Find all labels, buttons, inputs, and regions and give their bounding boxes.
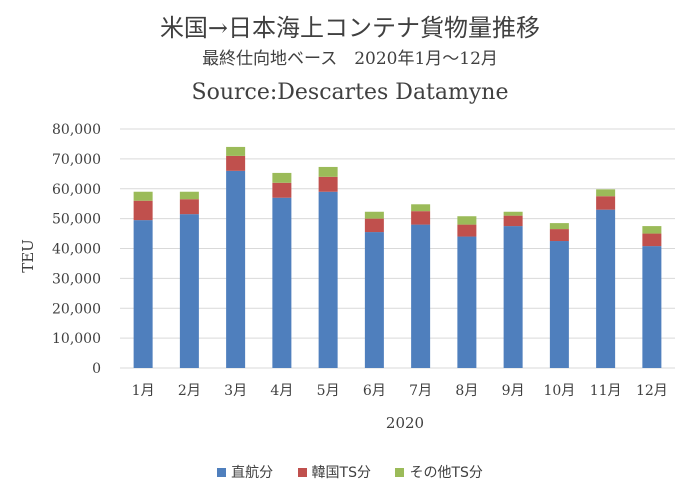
legend-item-other-ts: その他TS分 xyxy=(395,462,483,482)
y-axis-label: TEU xyxy=(19,239,37,273)
bar-segment-2 xyxy=(272,172,292,183)
y-tick-label: 10,000 xyxy=(52,331,101,347)
y-tick-label: 80,000 xyxy=(52,122,101,138)
bar-segment-2 xyxy=(596,189,616,197)
x-axis-label: 2020 xyxy=(386,414,424,432)
y-tick-label: 50,000 xyxy=(52,212,101,228)
bar-segment-1 xyxy=(457,224,477,237)
y-tick-labels: 0 10,000 20,000 30,000 40,000 50,000 60,000 70,… xyxy=(52,122,101,377)
x-tick-labels: 1月 2月 3月 4月 5月 6月 7月 8月 9月 10月 11月 12月 xyxy=(132,383,668,399)
bar-segment-1 xyxy=(133,200,153,221)
y-tick-label: 20,000 xyxy=(52,301,101,317)
bar-segment-1 xyxy=(179,199,199,215)
bar-segment-0 xyxy=(642,246,662,368)
y-tick-label: 70,000 xyxy=(52,152,101,168)
legend-swatch-korea-ts xyxy=(297,468,307,477)
x-tick-label: 1月 xyxy=(132,383,155,399)
y-tick-label: 40,000 xyxy=(52,242,101,258)
bar-segment-0 xyxy=(364,232,384,368)
x-tick-label: 4月 xyxy=(270,383,293,399)
y-tick-label: 0 xyxy=(92,361,101,377)
bar-segment-0 xyxy=(549,241,569,368)
y-tick-label: 30,000 xyxy=(52,271,101,287)
legend-item-korea-ts: 韓国TS分 xyxy=(297,462,371,482)
bar-segment-0 xyxy=(133,220,153,368)
x-tick-label: 6月 xyxy=(363,383,386,399)
legend-item-direct: 直航分 xyxy=(217,462,273,482)
legend-swatch-direct xyxy=(217,468,227,477)
bar-segment-1 xyxy=(596,196,616,210)
bars xyxy=(133,146,662,368)
bar-segment-2 xyxy=(411,204,431,212)
bar-segment-0 xyxy=(272,197,292,368)
bar-segment-1 xyxy=(503,215,523,227)
chart-title: 米国→日本海上コンテナ貨物量推移 xyxy=(159,14,541,42)
bar-segment-1 xyxy=(411,211,431,225)
bar-segment-1 xyxy=(364,218,384,233)
chart-source: Source:Descartes Datamyne xyxy=(191,80,509,105)
legend-label-korea-ts: 韓国TS分 xyxy=(311,465,371,481)
gridlines xyxy=(120,128,675,369)
bar-segment-1 xyxy=(226,155,246,171)
bar-segment-2 xyxy=(133,191,153,201)
x-tick-label: 8月 xyxy=(455,383,478,399)
bar-segment-1 xyxy=(642,233,662,247)
x-tick-label: 2月 xyxy=(178,383,201,399)
x-tick-label: 10月 xyxy=(543,383,575,399)
bar-segment-2 xyxy=(179,191,199,200)
bar-segment-0 xyxy=(457,236,477,368)
x-tick-label: 9月 xyxy=(502,383,525,399)
bar-segment-2 xyxy=(457,216,477,225)
legend-swatch-other-ts xyxy=(395,468,405,477)
bar-segment-0 xyxy=(179,214,199,368)
x-tick-label: 3月 xyxy=(224,383,247,399)
bar-segment-2 xyxy=(642,226,662,234)
y-tick-label: 60,000 xyxy=(52,182,101,198)
legend: 直航分 韓国TS分 その他TS分 xyxy=(0,462,700,482)
bar-segment-0 xyxy=(318,191,338,368)
bar-segment-1 xyxy=(272,182,292,198)
bar-segment-2 xyxy=(364,211,384,219)
x-tick-label: 7月 xyxy=(409,383,432,399)
chart-subtitle: 最終仕向地ベース 2020年1月～12月 xyxy=(202,49,498,69)
bar-segment-0 xyxy=(596,209,616,368)
bar-segment-2 xyxy=(549,223,569,230)
x-tick-label: 5月 xyxy=(317,383,340,399)
bar-segment-0 xyxy=(503,226,523,368)
legend-label-direct: 直航分 xyxy=(231,465,274,481)
bar-segment-2 xyxy=(318,166,338,177)
x-tick-label: 12月 xyxy=(636,383,668,399)
x-tick-label: 11月 xyxy=(590,383,622,399)
bar-segment-0 xyxy=(226,170,246,368)
bar-segment-2 xyxy=(503,211,523,216)
bar-segment-0 xyxy=(411,224,431,368)
bar-segment-1 xyxy=(549,229,569,242)
bar-segment-2 xyxy=(226,146,246,156)
bar-segment-1 xyxy=(318,176,338,192)
legend-label-other-ts: その他TS分 xyxy=(409,465,483,481)
